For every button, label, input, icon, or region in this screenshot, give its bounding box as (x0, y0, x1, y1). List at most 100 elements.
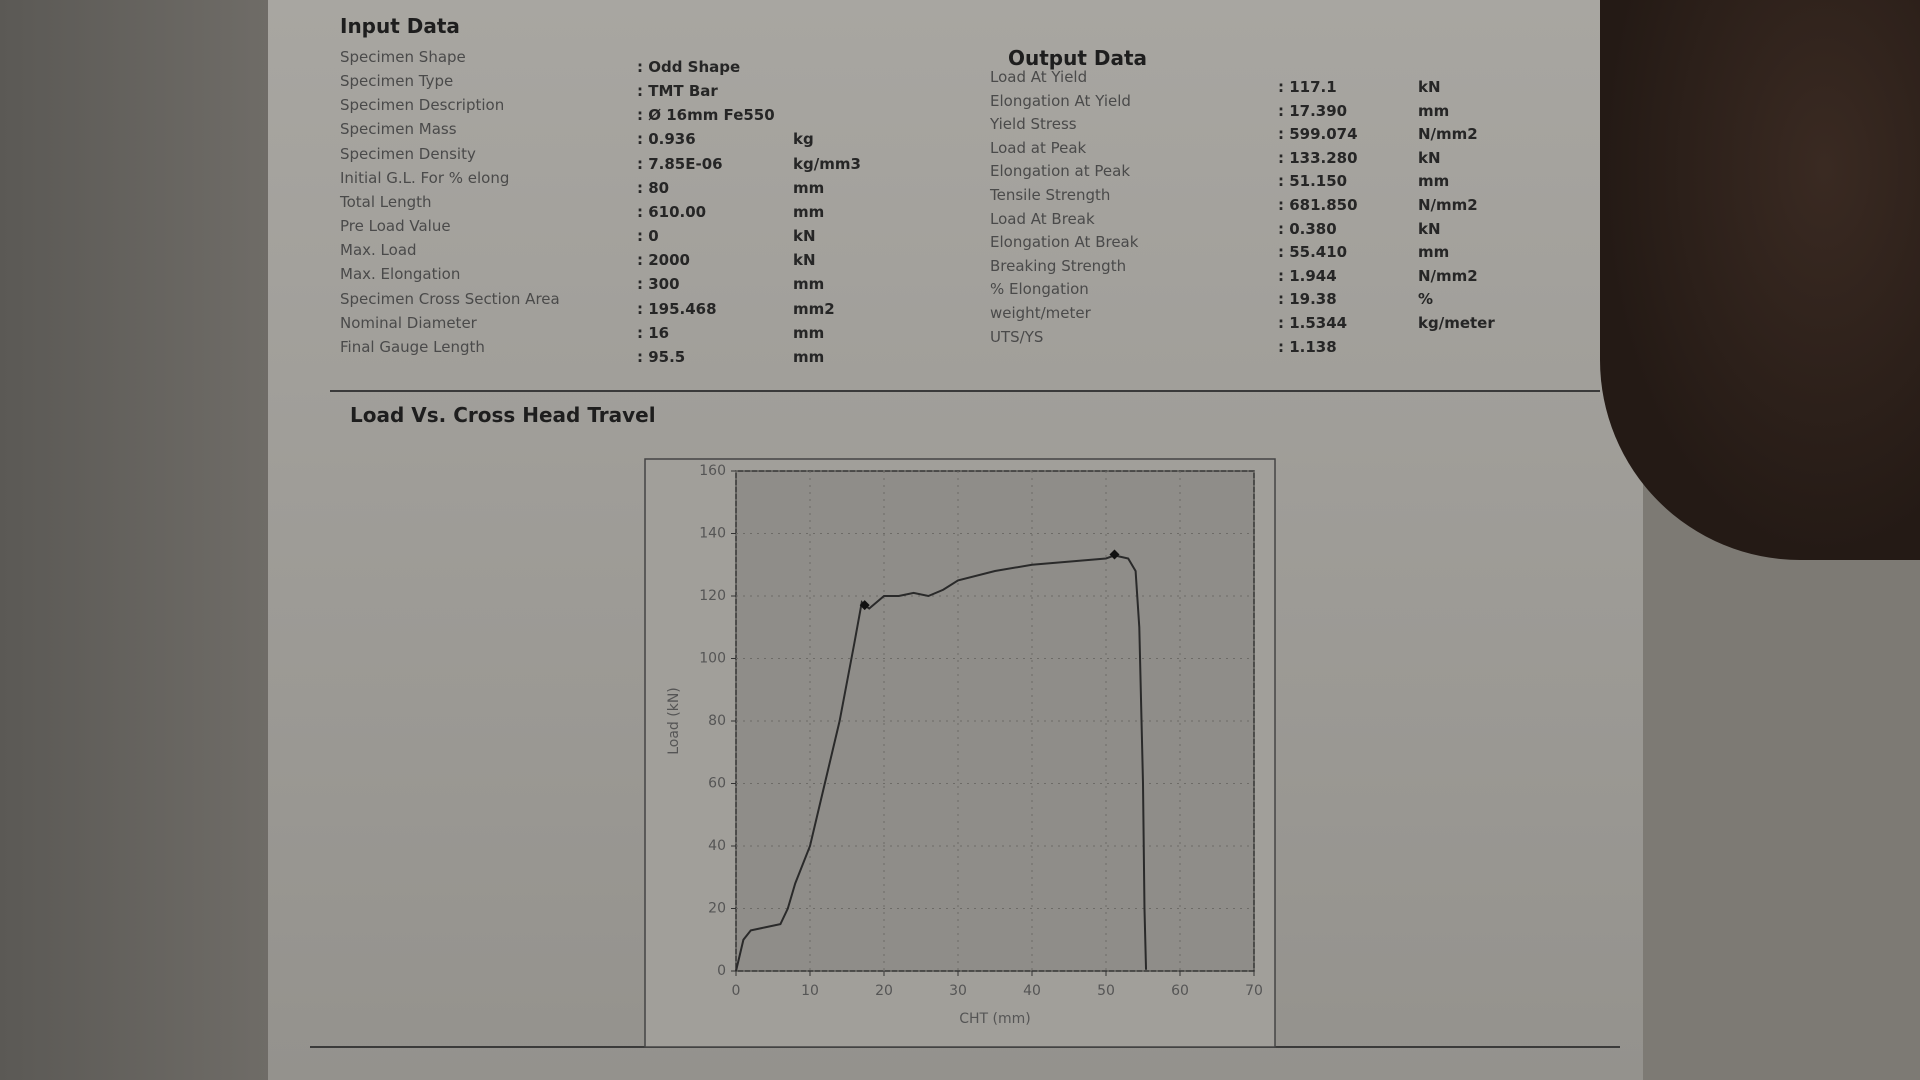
row-value: : 610.00 (637, 202, 707, 221)
row-unit: mm (1418, 243, 1450, 262)
row-label: Load at Peak (990, 138, 1087, 157)
row-value: : Odd Shape (637, 58, 741, 76)
x-tick-label: 40 (1023, 983, 1041, 999)
row-value: : 0 (637, 227, 659, 246)
row-unit: N/mm2 (1418, 196, 1478, 214)
y-axis-label: Load (kN) (666, 687, 682, 755)
row-label: Yield Stress (990, 115, 1077, 134)
x-axis-label: CHT (mm) (959, 1011, 1031, 1027)
row-value: : 117.1 (1278, 78, 1337, 96)
row-value: : 51.150 (1278, 172, 1348, 191)
x-tick-label: 60 (1171, 983, 1189, 999)
row-unit: kN (1418, 78, 1441, 96)
x-tick-label: 0 (732, 983, 741, 999)
row-label: Load At Break (990, 209, 1095, 228)
row-value: : 80 (637, 178, 670, 197)
row-value: : 2000 (637, 251, 690, 270)
row-unit: N/mm2 (1418, 125, 1478, 144)
row-unit: mm2 (793, 299, 835, 318)
row-unit: mm (1418, 172, 1450, 191)
row-value: : 1.138 (1278, 337, 1337, 356)
row-value: : 133.280 (1278, 148, 1358, 167)
row-unit: mm (793, 178, 825, 197)
y-tick-label: 100 (699, 651, 726, 667)
row-unit: kN (793, 251, 816, 270)
row-label: Specimen Mass (340, 120, 457, 139)
row-value: : 0.380 (1278, 219, 1337, 238)
row-unit: N/mm2 (1418, 266, 1478, 285)
row-value: : 681.850 (1278, 196, 1358, 214)
row-label: Max. Elongation (340, 265, 461, 284)
x-tick-label: 70 (1245, 983, 1263, 999)
row-label: Pre Load Value (340, 217, 451, 236)
row-value: : 7.85E-06 (637, 154, 723, 173)
row-label: Specimen Cross Section Area (340, 289, 560, 308)
row-label: Specimen Type (340, 72, 454, 91)
row-value: : 55.410 (1278, 243, 1348, 262)
row-value: : Ø 16mm Fe550 (637, 106, 775, 125)
y-tick-label: 120 (699, 588, 726, 604)
row-label: Breaking Strength (990, 256, 1127, 275)
row-unit: kN (1418, 148, 1441, 167)
row-label: % Elongation (990, 280, 1089, 299)
row-unit: kg/meter (1418, 314, 1495, 332)
row-label: Elongation At Break (990, 233, 1139, 252)
row-value: : TMT Bar (637, 82, 718, 101)
row-value: : 95.5 (637, 347, 686, 366)
row-label: Specimen Description (340, 96, 505, 115)
output-title: Output Data (1008, 46, 1148, 70)
row-label: Total Length (340, 192, 432, 211)
row-label: Load At Yield (990, 68, 1088, 86)
row-label: Nominal Diameter (340, 313, 477, 332)
row-unit: kg/mm3 (793, 154, 861, 173)
row-label: Final Gauge Length (340, 337, 485, 356)
row-value: : 16 (637, 323, 670, 342)
row-unit: % (1418, 290, 1434, 309)
y-tick-label: 0 (717, 963, 726, 979)
row-value: : 599.074 (1278, 125, 1358, 144)
row-label: Specimen Density (340, 144, 476, 163)
y-tick-label: 60 (708, 776, 726, 792)
x-tick-label: 20 (875, 983, 893, 999)
row-label: Specimen Shape (340, 48, 466, 66)
row-unit: kN (793, 227, 816, 246)
x-tick-label: 50 (1097, 983, 1115, 999)
y-tick-label: 140 (699, 526, 726, 542)
row-unit: mm (793, 347, 825, 366)
x-tick-label: 10 (801, 983, 819, 999)
x-tick-label: 30 (949, 983, 967, 999)
row-unit: mm (793, 275, 825, 294)
series-line (735, 554, 1148, 972)
marker (1109, 549, 1120, 560)
row-label: Tensile Strength (990, 186, 1111, 204)
row-value: : 1.5344 (1278, 314, 1348, 332)
row-value: : 1.944 (1278, 266, 1337, 285)
rule (330, 390, 1600, 392)
row-unit: mm (793, 202, 825, 221)
y-tick-label: 40 (708, 838, 726, 854)
row-unit: kg (793, 130, 814, 149)
marker (859, 600, 870, 611)
row-label: Elongation At Yield (990, 91, 1131, 110)
row-label: Max. Load (340, 241, 417, 260)
row-label: Elongation at Peak (990, 162, 1131, 181)
hand (1600, 0, 1920, 560)
chart-title: Load Vs. Cross Head Travel (350, 403, 656, 427)
row-label: Initial G.L. For % elong (340, 168, 510, 187)
row-label: weight/meter (990, 304, 1091, 322)
y-tick-label: 80 (708, 713, 726, 729)
row-unit: kN (1418, 219, 1441, 238)
row-value: : 0.936 (637, 130, 696, 149)
row-value: : 195.468 (637, 299, 717, 318)
row-unit: mm (1418, 101, 1450, 120)
row-unit: mm (793, 323, 825, 342)
y-tick-label: 160 (699, 463, 726, 479)
row-value: : 300 (637, 275, 680, 294)
row-value: : 19.38 (1278, 290, 1337, 309)
row-label: UTS/YS (990, 327, 1044, 346)
input-title: Input Data (340, 14, 460, 38)
row-value: : 17.390 (1278, 101, 1348, 120)
y-tick-label: 20 (708, 901, 726, 917)
